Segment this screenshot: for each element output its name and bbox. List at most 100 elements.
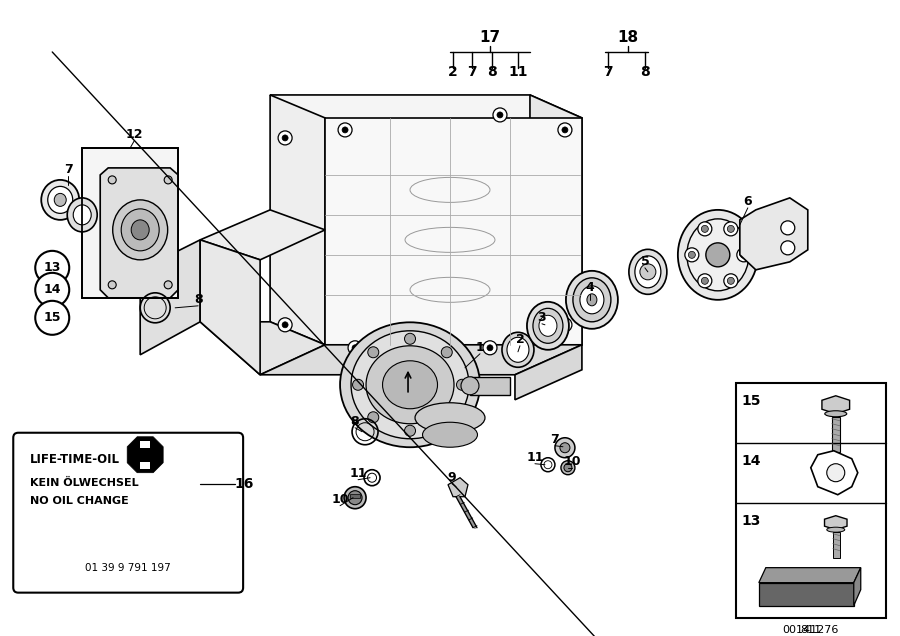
Text: 16: 16 [234,477,254,491]
Text: 11: 11 [349,467,367,480]
Ellipse shape [502,332,534,367]
Ellipse shape [678,210,758,300]
Circle shape [724,222,738,236]
Circle shape [781,241,795,255]
Text: 8: 8 [487,65,497,79]
Bar [140,441,150,448]
Text: 7: 7 [467,65,477,79]
Circle shape [282,322,288,328]
Circle shape [441,411,453,423]
Ellipse shape [415,403,485,432]
Circle shape [35,301,69,335]
Polygon shape [470,377,510,395]
Text: NO OIL CHANGE: NO OIL CHANGE [31,495,129,506]
Circle shape [483,341,497,355]
Text: 14: 14 [43,283,61,296]
Ellipse shape [580,286,604,314]
Polygon shape [100,168,178,298]
Circle shape [456,379,467,391]
Polygon shape [811,451,858,495]
Ellipse shape [507,337,529,363]
Bar [736,383,886,618]
Ellipse shape [587,294,597,306]
Text: 2: 2 [448,65,458,79]
Ellipse shape [348,491,362,505]
Ellipse shape [41,180,79,220]
Text: 13: 13 [43,261,61,274]
Circle shape [727,277,734,284]
Polygon shape [515,345,582,400]
Circle shape [278,131,293,145]
Text: 7: 7 [64,163,73,176]
Ellipse shape [461,377,479,395]
Text: 13: 13 [741,514,760,528]
Circle shape [562,127,568,133]
Ellipse shape [112,200,167,260]
Text: 10: 10 [331,493,349,506]
Ellipse shape [73,205,91,225]
Polygon shape [200,322,325,375]
Text: 17: 17 [480,31,500,46]
Text: KEIN ÖLWECHSEL: KEIN ÖLWECHSEL [31,478,139,488]
Polygon shape [824,516,847,530]
Ellipse shape [629,249,667,294]
Text: 18: 18 [617,31,638,46]
Polygon shape [759,568,860,583]
Circle shape [555,438,575,458]
Text: 14: 14 [741,453,760,467]
Bar [350,494,360,498]
Circle shape [441,347,453,358]
Ellipse shape [344,487,366,509]
Text: 7: 7 [551,433,559,446]
Text: 8: 8 [194,293,202,307]
Circle shape [338,123,352,137]
Circle shape [724,274,738,288]
Text: 10: 10 [563,455,580,468]
Ellipse shape [533,308,562,343]
Polygon shape [270,95,325,345]
Ellipse shape [561,460,575,474]
Ellipse shape [122,209,159,251]
Circle shape [348,341,362,355]
Circle shape [727,225,734,232]
Circle shape [688,251,696,258]
Ellipse shape [131,220,149,240]
Text: 6: 6 [743,195,752,209]
Ellipse shape [634,256,661,288]
Circle shape [108,281,116,289]
Text: LIFE-TIME-OIL: LIFE-TIME-OIL [31,453,121,466]
Polygon shape [140,240,200,355]
Ellipse shape [539,315,557,336]
Ellipse shape [527,302,569,350]
Text: 3: 3 [537,311,546,324]
Polygon shape [448,478,468,497]
Circle shape [278,318,293,332]
Polygon shape [82,148,178,298]
Circle shape [368,347,379,358]
Polygon shape [740,198,808,270]
Circle shape [35,273,69,307]
Ellipse shape [827,464,845,481]
Circle shape [698,274,712,288]
Bar [140,462,150,469]
Polygon shape [200,240,260,375]
Polygon shape [325,118,582,345]
Text: 11: 11 [508,65,527,79]
Ellipse shape [54,193,67,206]
Circle shape [497,112,503,118]
Bar [832,417,840,452]
Circle shape [164,281,172,289]
Text: 00141276: 00141276 [783,625,839,635]
Ellipse shape [687,219,749,291]
Text: 4: 4 [586,281,594,294]
Polygon shape [127,437,163,473]
Ellipse shape [827,527,845,532]
Circle shape [108,176,116,184]
Ellipse shape [48,186,73,213]
Circle shape [368,411,379,423]
Circle shape [404,425,416,436]
Circle shape [737,248,751,262]
Polygon shape [822,396,850,414]
Text: 5: 5 [641,255,649,268]
Ellipse shape [340,322,480,447]
